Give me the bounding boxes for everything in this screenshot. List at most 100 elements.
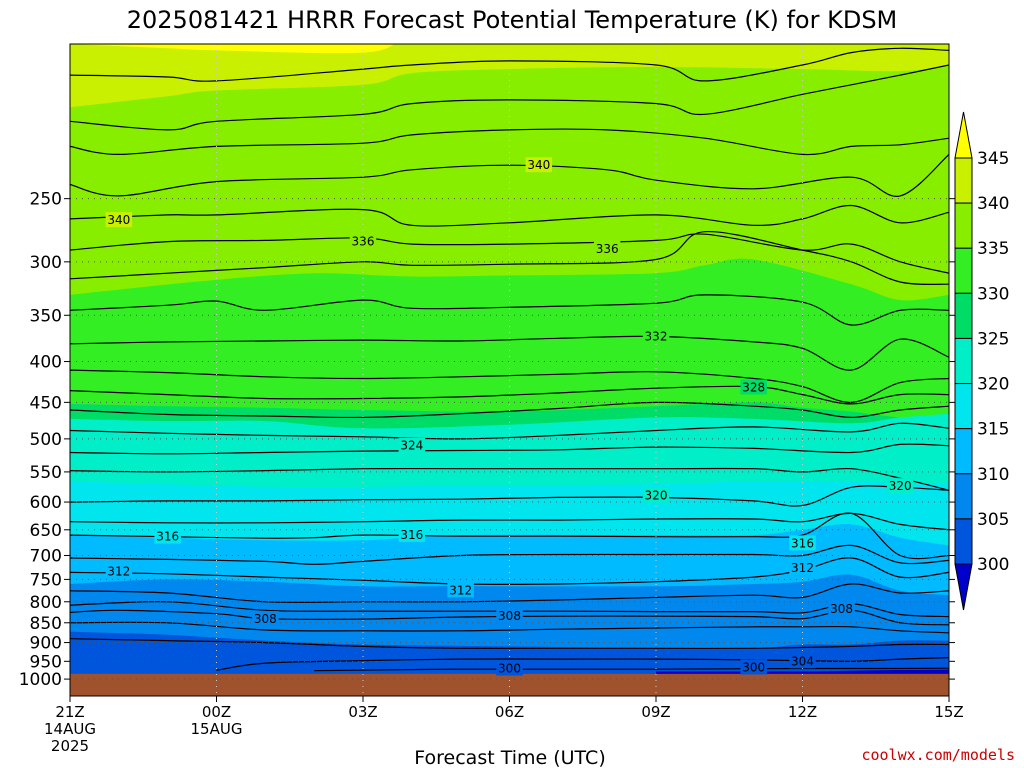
- contour-label-bg: [828, 601, 855, 617]
- contour-line-19: [70, 557, 949, 585]
- contour-label-text: 316: [156, 530, 179, 544]
- contour-label-bg: [447, 582, 474, 598]
- contour-label: 320: [886, 478, 914, 494]
- contour-line-20: [70, 583, 949, 604]
- contour-label-bg: [154, 528, 181, 544]
- contour-label: 336: [593, 240, 621, 256]
- contour-line-25: [216, 657, 949, 671]
- contour-label: 312: [789, 560, 816, 576]
- colorbar-segment: [954, 247, 973, 294]
- x-tick-label: 00Z: [202, 703, 231, 721]
- contour-label: 308: [828, 601, 855, 617]
- contour-label: 320: [642, 487, 670, 503]
- colorbar-tick-label: 320: [977, 375, 1009, 395]
- contour-label: 312: [105, 563, 133, 579]
- colorbar-segment: [954, 428, 973, 475]
- contour-line-23: [70, 621, 949, 634]
- colorbar-top-arrow: [954, 111, 973, 159]
- contour-line-5: [70, 233, 949, 274]
- contour-line-8: [70, 335, 949, 371]
- y-tick-label: 300: [30, 253, 62, 273]
- x-tick-label: 06Z: [495, 703, 524, 721]
- contour-label-text: 332: [645, 329, 668, 343]
- contour-label-text: 312: [107, 564, 130, 578]
- colorbar-segment: [954, 518, 973, 565]
- contour-label-text: 320: [889, 479, 912, 493]
- contour-line-4: [70, 204, 949, 227]
- y-tick-label: 850: [30, 614, 62, 634]
- contour-label: 312: [447, 582, 474, 598]
- contour-label-bg: [349, 233, 377, 249]
- contour-line-24: [70, 638, 949, 650]
- contour-label-bg: [789, 535, 816, 551]
- contour-label-bg: [740, 659, 767, 675]
- contour-label-bg: [105, 563, 133, 579]
- contour-label-bg: [398, 527, 426, 543]
- contour-label: 308: [496, 608, 523, 624]
- contour-label-text: 300: [498, 662, 521, 676]
- colorbar-tick-label: 330: [977, 284, 1009, 304]
- x-tick-label: 03Z: [348, 703, 377, 721]
- y-axis: 2503003504004505005506006507007508008509…: [19, 190, 955, 690]
- contour-label: 340: [105, 212, 133, 228]
- colorbar-tick-label: 335: [977, 239, 1009, 259]
- colorbar-tick-label: 325: [977, 329, 1009, 349]
- contour-label-text: 308: [254, 612, 277, 626]
- contour-label-bg: [789, 653, 816, 669]
- colorbar-segment: [954, 292, 973, 339]
- y-tick-label: 550: [30, 463, 62, 483]
- colorbar: 300 305 310 315 320 325 330 335 340 345: [954, 111, 1009, 611]
- contour-label: 316: [789, 535, 816, 551]
- contour-label-bg: [398, 437, 426, 453]
- y-tick-label: 450: [30, 393, 62, 413]
- contour-label-text: 300: [742, 660, 765, 674]
- y-tick-label: 950: [30, 652, 62, 672]
- y-tick-label: 500: [30, 430, 62, 450]
- contour-labels: 340 340 336 336 332 328 324 320 320 316 316 316 312 3…: [105, 157, 914, 676]
- contour-label: 300: [740, 659, 767, 675]
- y-tick-label: 900: [30, 634, 62, 654]
- colorbar-segment: [954, 473, 973, 520]
- colorbar-tick-label: 315: [977, 420, 1009, 440]
- contour-line-7: [70, 294, 949, 326]
- colorbar-segment: [954, 157, 973, 204]
- contour-label-text: 336: [352, 235, 375, 249]
- contour-label-text: 316: [400, 528, 423, 542]
- contour-line-10: [70, 385, 949, 405]
- credit-link[interactable]: coolwx.com/models: [861, 746, 1015, 764]
- contour-label-bg: [642, 328, 670, 344]
- contour-line-11: [70, 401, 949, 419]
- x-tick-label: 15Z: [934, 703, 963, 721]
- contour-label: 300: [496, 660, 523, 676]
- colorbar-tick-label: 305: [977, 510, 1009, 530]
- y-tick-label: 350: [30, 306, 62, 326]
- x-axis-label: Forecast Time (UTC): [414, 747, 605, 768]
- contour-label-bg: [886, 478, 914, 494]
- contour-label-bg: [496, 608, 523, 624]
- contour-label-text: 312: [791, 561, 814, 575]
- ground-layer: [70, 673, 949, 696]
- contour-line-1: [70, 64, 949, 131]
- ground-fill: [70, 673, 949, 696]
- x-tick-label: 14AUG: [44, 720, 96, 738]
- y-tick-label: 400: [30, 353, 62, 373]
- contour-label: 336: [349, 233, 377, 249]
- contour-label-text: 308: [830, 602, 853, 616]
- contour-label-bg: [642, 487, 670, 503]
- contour-label-bg: [252, 611, 279, 627]
- y-tick-label: 700: [30, 546, 62, 566]
- contour-label-text: 340: [527, 158, 550, 172]
- colorbar-tick-label: 300: [977, 555, 1009, 575]
- contour-line-12: [70, 422, 949, 440]
- chart-title: 2025081421 HRRR Forecast Potential Tempe…: [127, 6, 898, 34]
- contour-line-15: [70, 485, 949, 507]
- x-tick-label: 09Z: [641, 703, 670, 721]
- contour-label: 340: [525, 157, 553, 173]
- y-tick-label: 800: [30, 593, 62, 613]
- contour-label: 304: [789, 653, 816, 669]
- contour-label-bg: [740, 379, 767, 395]
- contour-label: 308: [252, 611, 279, 627]
- colorbar-segment: [954, 202, 973, 249]
